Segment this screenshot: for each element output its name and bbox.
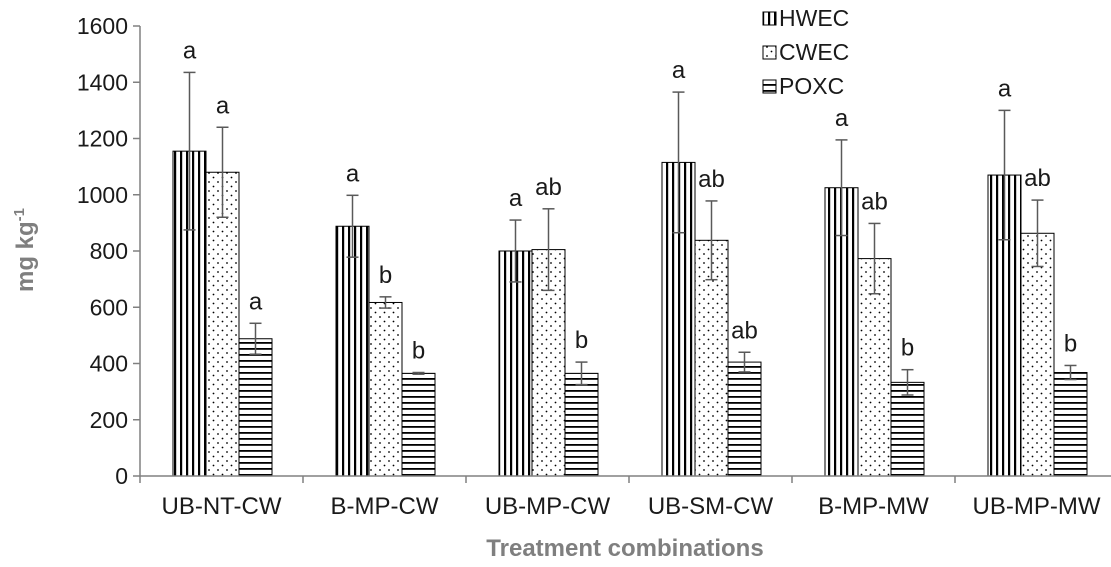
bar-poxc [1053,372,1088,477]
y-tick-label: 400 [90,351,128,377]
bar-poxc [727,361,762,477]
bar-cwec [368,301,403,477]
x-category-label: B-MP-CW [331,493,439,520]
x-category-label: UB-MP-MW [973,493,1101,520]
bar-poxc [401,372,436,477]
significance-letter: ab [731,317,758,344]
bar-poxc [890,381,925,477]
y-tick-label: 0 [115,463,128,489]
significance-letter: b [901,335,914,362]
y-axis-title-superscript: -1 [11,208,28,221]
x-category-label: UB-SM-CW [648,493,774,520]
x-axis-title: Treatment combinations [486,535,763,562]
x-axis-category-labels: UB-NT-CW B-MP-CW UB-MP-CW UB-SM-CW B-MP-MW UB… [162,493,1101,520]
legend-swatch-poxc [762,79,777,94]
bar-hwec [498,250,533,477]
error-bars-layer [183,71,1077,396]
significance-letter: a [216,92,230,119]
y-tick-label: 600 [90,294,128,320]
significance-letter: a [249,288,263,315]
legend-label-hwec: HWEC [779,5,849,31]
y-tick-label: 1200 [77,126,128,152]
y-tick-label: 1000 [77,182,128,208]
y-tick-label: 800 [90,238,128,264]
significance-letter: ab [1024,165,1051,192]
significance-letter: a [835,105,849,132]
y-tick-label: 1400 [77,69,128,95]
significance-letter: a [346,160,360,187]
legend-label-cwec: CWEC [779,39,849,65]
x-category-label: B-MP-MW [818,493,929,520]
significance-letter: a [998,75,1012,102]
y-axis-title-main: mg kg [12,221,39,292]
y-tick-label: 1600 [77,13,128,39]
legend-label-poxc: POXC [779,73,844,99]
x-axis-tick-marks [139,476,956,483]
bar-cwec [1020,232,1055,477]
significance-letter: b [1064,330,1077,357]
significance-letter: a [183,37,197,64]
y-axis-tick-labels: 0 200 400 600 800 1000 1200 1400 1600 [77,13,140,489]
bar-hwec [335,225,370,477]
x-category-label: UB-NT-CW [162,493,282,520]
significance-letter: ab [535,174,562,201]
bar-poxc [238,338,273,477]
legend-swatch-cwec [762,45,777,60]
legend-swatch-hwec [762,11,777,26]
y-axis-title: mg kg-1 [11,208,39,292]
significance-letter: a [509,185,523,212]
legend: HWEC CWEC POXC [762,5,849,99]
significance-letter: b [412,338,425,365]
y-tick-label: 200 [90,407,128,433]
significance-letter: ab [698,166,725,193]
significance-letter: b [379,262,392,289]
bar-poxc [564,372,599,477]
significance-letter: a [672,57,686,84]
x-category-label: UB-MP-CW [485,493,611,520]
significance-letter: b [575,327,588,354]
bars-layer [172,150,1088,477]
significance-letter: ab [861,188,888,215]
